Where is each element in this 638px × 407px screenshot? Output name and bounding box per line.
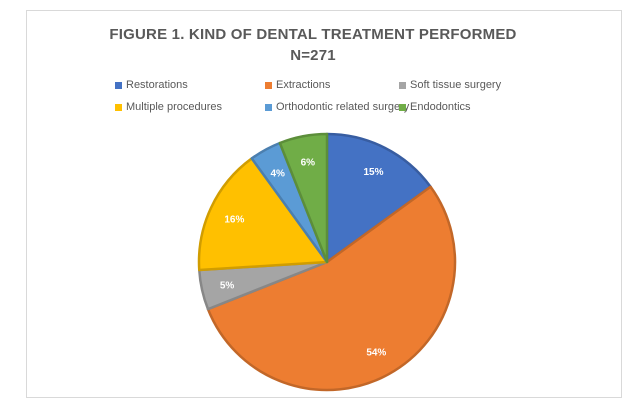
legend-label-endodontics: Endodontics	[410, 101, 471, 113]
pie-chart: 15% 54% 5% 16% 4% 6%	[197, 132, 457, 392]
pie-label-multiple-procedures: 16%	[224, 214, 244, 225]
pie-slice-multiple-procedures	[197, 157, 329, 272]
pie-label-soft-tissue-surgery: 5%	[220, 280, 235, 291]
legend-item-restorations: Restorations	[115, 79, 188, 91]
legend-swatch-restorations	[115, 81, 122, 89]
legend-label-multiple-procedures: Multiple procedures	[126, 101, 222, 113]
pie-label-extractions: 54%	[366, 348, 386, 359]
legend-item-soft-tissue-surgery: Soft tissue surgery	[399, 79, 501, 91]
legend-label-restorations: Restorations	[126, 79, 188, 91]
pie-label-endodontics: 6%	[301, 157, 316, 168]
legend-swatch-endodontics	[399, 103, 406, 111]
legend-swatch-multiple-procedures	[115, 103, 122, 111]
legend-swatch-extractions	[265, 81, 272, 89]
pie-slice-endodontics	[278, 132, 329, 264]
legend-item-endodontics: Endodontics	[399, 101, 471, 113]
legend-item-multiple-procedures: Multiple procedures	[115, 101, 222, 113]
pie-slice-restorations	[325, 132, 432, 264]
legend-label-soft-tissue-surgery: Soft tissue surgery	[410, 79, 502, 91]
pie-slice-extractions	[206, 185, 457, 392]
chart-subtitle: N=271	[290, 47, 336, 64]
legend-swatch-soft-tissue-surgery	[399, 81, 406, 89]
pie-label-orthodontic-related-surgery: 4%	[270, 168, 285, 179]
legend-swatch-orthodontic-related-surgery	[265, 103, 272, 111]
legend-label-extractions: Extractions	[276, 79, 331, 91]
chart-frame: FIGURE 1. KIND OF DENTAL TREATMENT PERFO…	[26, 10, 622, 398]
legend-label-orthodontic-related-surgery: Orthodontic related surgery	[276, 101, 410, 113]
legend-item-orthodontic-related-surgery: Orthodontic related surgery	[265, 101, 409, 113]
pie-label-restorations: 15%	[363, 167, 383, 178]
legend-item-extractions: Extractions	[265, 79, 330, 91]
chart-title: FIGURE 1. KIND OF DENTAL TREATMENT PERFO…	[109, 26, 517, 43]
